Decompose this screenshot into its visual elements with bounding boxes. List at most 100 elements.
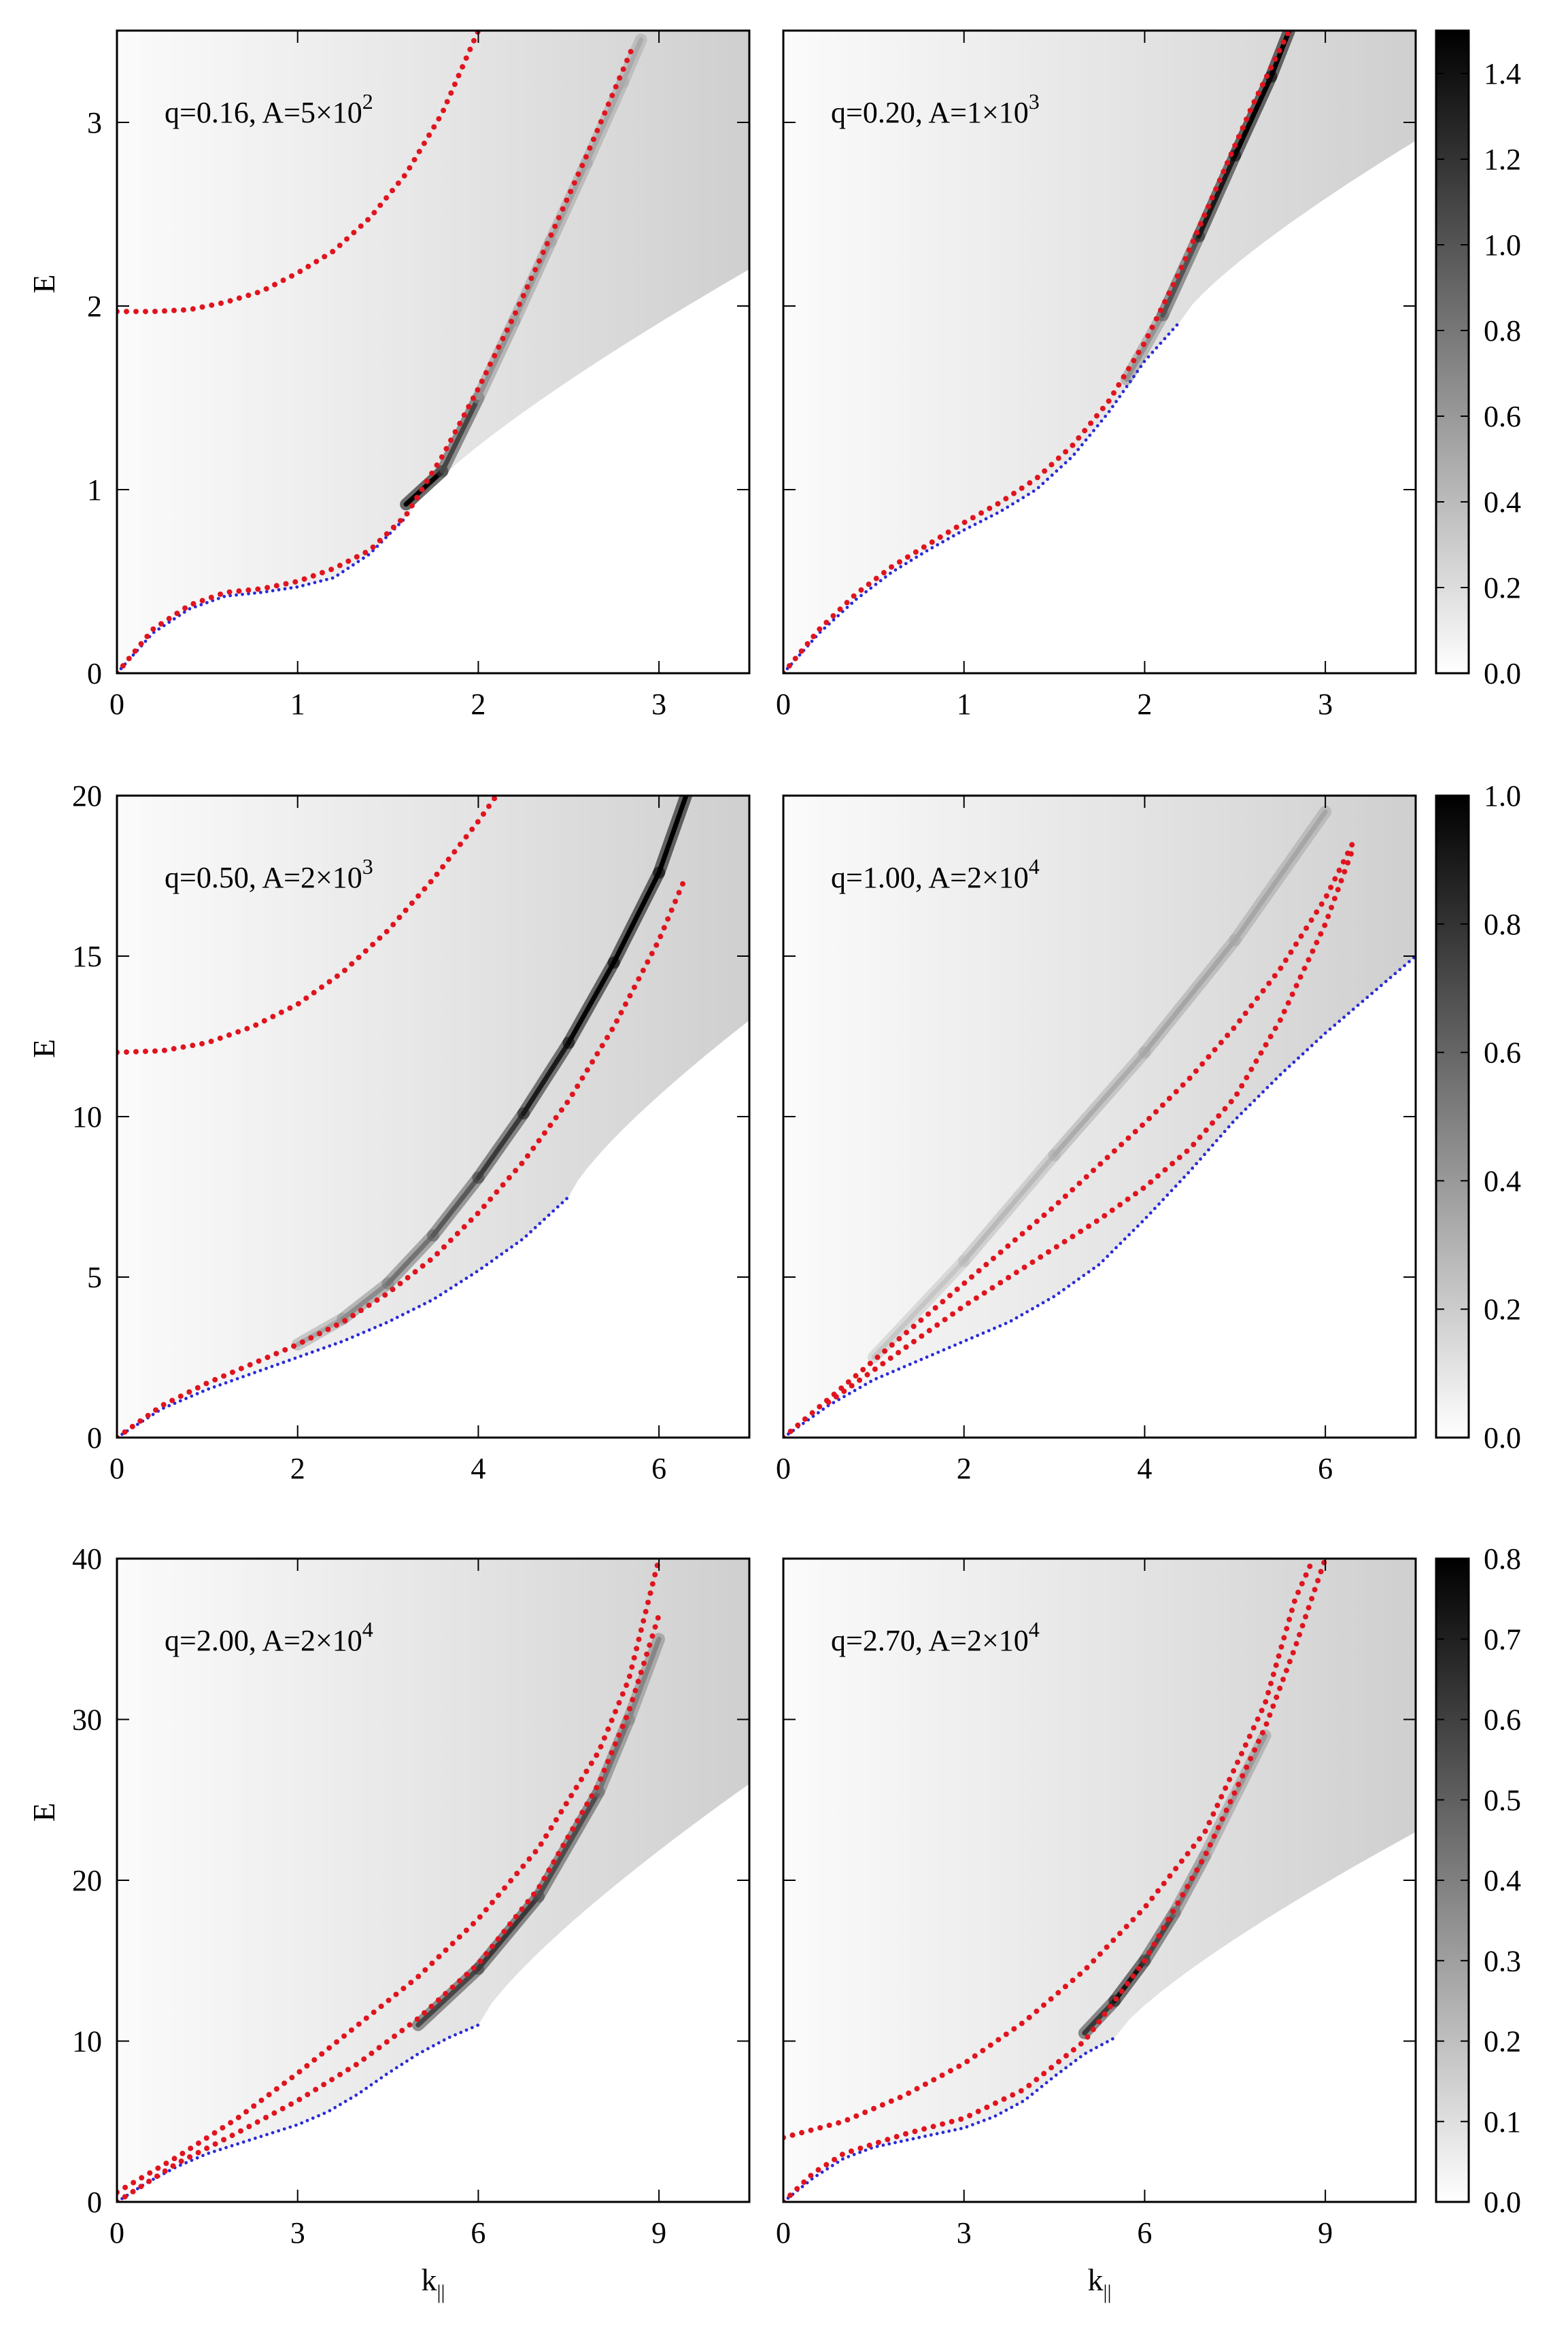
blue-dot — [854, 597, 858, 601]
blue-dot — [317, 2114, 320, 2118]
red-dot — [1263, 1721, 1269, 1727]
red-dot — [273, 2086, 279, 2092]
red-dot — [194, 1385, 201, 1391]
red-dot — [620, 66, 626, 72]
blue-dot — [1127, 1233, 1131, 1237]
red-dot — [680, 881, 686, 887]
red-dot — [1272, 56, 1278, 62]
blue-dot — [371, 549, 375, 553]
red-dot — [587, 145, 593, 151]
red-dot — [415, 893, 422, 899]
red-dot — [970, 515, 976, 521]
red-dot — [468, 1217, 474, 1223]
red-dot — [429, 1961, 435, 1967]
red-dot — [1088, 420, 1094, 426]
blue-dot — [339, 1340, 343, 1344]
blue-dot — [931, 1353, 934, 1357]
red-dot — [1083, 1174, 1089, 1180]
red-dot — [546, 1867, 552, 1873]
red-dot — [123, 1049, 129, 1055]
red-dot — [169, 1397, 175, 1404]
red-dot — [152, 1048, 158, 1054]
red-dot — [649, 1633, 655, 1639]
blue-dot — [1214, 1138, 1218, 1142]
red-dot — [457, 841, 463, 847]
red-dot — [1286, 1616, 1293, 1623]
red-dot — [289, 2075, 295, 2081]
x-tick-label: 6 — [1137, 2216, 1152, 2250]
red-dot — [906, 2090, 912, 2097]
red-dot — [1165, 1916, 1172, 1922]
blue-dot — [1046, 1297, 1051, 1302]
red-dot — [945, 529, 951, 535]
blue-dot — [1361, 1000, 1365, 1003]
x-tick-label: 1 — [290, 688, 305, 721]
red-dot — [875, 2139, 881, 2145]
red-dot — [1223, 1808, 1229, 1814]
red-dot — [504, 327, 510, 333]
blue-dot — [305, 1352, 309, 1356]
red-dot — [1001, 2096, 1007, 2102]
blue-dot — [915, 555, 919, 559]
red-dot — [435, 1997, 441, 2003]
red-dot — [919, 1333, 925, 1339]
blue-dot — [1069, 2062, 1073, 2066]
peak-ridge — [340, 1280, 391, 1321]
x-tick-label: 4 — [471, 1452, 485, 1485]
blue-dot — [1207, 1148, 1210, 1152]
red-dot — [126, 656, 132, 662]
red-dot — [1345, 860, 1351, 866]
red-dot — [532, 267, 539, 273]
red-dot — [1130, 1973, 1136, 1979]
red-dot — [212, 1376, 218, 1382]
colorbar-tick-label: 0.0 — [1484, 1421, 1521, 1455]
red-dot — [570, 1826, 576, 1832]
red-dot — [1049, 462, 1055, 468]
panel-label: q=0.16, A=5×102 — [165, 89, 373, 129]
blue-dot — [998, 1324, 1002, 1328]
red-dot — [1277, 1685, 1283, 1691]
red-dot — [1146, 1950, 1153, 1956]
red-dot — [1063, 449, 1069, 455]
red-dot — [1070, 1187, 1076, 1193]
red-dot — [540, 250, 546, 256]
red-dot — [1070, 1234, 1076, 1240]
red-dot — [1283, 1667, 1289, 1674]
colorbar-tick-label: 1.0 — [1484, 228, 1521, 262]
red-dot — [1176, 1155, 1182, 1161]
red-dot — [888, 2098, 894, 2104]
red-dot — [897, 2094, 903, 2101]
red-dot — [463, 55, 469, 61]
red-dot — [918, 1317, 924, 1323]
red-dot — [864, 1372, 870, 1378]
red-dot — [853, 2113, 859, 2119]
red-dot — [449, 1984, 456, 1990]
red-dot — [1113, 1996, 1119, 2002]
red-dot — [1153, 316, 1159, 322]
blue-dot — [369, 2083, 373, 2087]
panel-label-exponent: 3 — [362, 854, 373, 879]
red-dot — [434, 462, 440, 469]
blue-dot — [864, 1382, 868, 1387]
red-dot — [896, 559, 902, 565]
y-tick-label: 10 — [72, 2025, 102, 2058]
red-dot — [485, 803, 492, 809]
red-dot — [1276, 48, 1282, 54]
red-dot — [337, 562, 343, 568]
blue-dot — [999, 2111, 1003, 2115]
blue-dot — [551, 1209, 556, 1213]
blue-dot — [282, 1360, 286, 1364]
blue-dot — [1084, 438, 1088, 442]
red-dot — [439, 454, 445, 460]
blue-dot — [1049, 2077, 1053, 2081]
red-dot — [1314, 909, 1320, 915]
blue-dot — [167, 1404, 171, 1408]
red-dot — [384, 531, 390, 537]
red-dot — [475, 387, 481, 393]
y-tick-label: 20 — [72, 1864, 102, 1897]
blue-dot — [390, 2069, 394, 2073]
red-dot — [536, 1884, 543, 1890]
colorbar-tick-label: 0.5 — [1484, 1784, 1521, 1817]
red-dot — [808, 2127, 814, 2133]
blue-dot — [853, 1389, 857, 1393]
